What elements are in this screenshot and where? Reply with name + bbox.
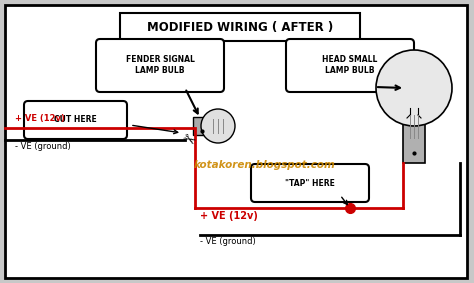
Text: "TAP" HERE: "TAP" HERE (285, 179, 335, 188)
Text: HEAD SMALL
LAMP BULB: HEAD SMALL LAMP BULB (322, 55, 378, 75)
Text: CUT HERE: CUT HERE (54, 115, 96, 125)
FancyBboxPatch shape (193, 117, 211, 135)
FancyBboxPatch shape (5, 5, 467, 278)
FancyBboxPatch shape (96, 39, 224, 92)
FancyBboxPatch shape (120, 13, 360, 41)
FancyBboxPatch shape (24, 101, 127, 139)
Text: + VE (12v): + VE (12v) (15, 114, 65, 123)
FancyBboxPatch shape (286, 39, 414, 92)
FancyBboxPatch shape (403, 118, 425, 163)
Text: + VE (12v): + VE (12v) (200, 211, 258, 221)
Text: MODIFIED WIRING ( AFTER ): MODIFIED WIRING ( AFTER ) (147, 20, 333, 33)
Text: - VE (ground): - VE (ground) (200, 237, 256, 246)
Text: - VE (ground): - VE (ground) (15, 142, 71, 151)
Text: FENDER SIGNAL
LAMP BULB: FENDER SIGNAL LAMP BULB (126, 55, 194, 75)
Circle shape (376, 50, 452, 126)
Text: ✂: ✂ (179, 130, 197, 150)
Text: kotakoren.blogspot.com: kotakoren.blogspot.com (194, 160, 336, 170)
FancyBboxPatch shape (251, 164, 369, 202)
Circle shape (201, 109, 235, 143)
